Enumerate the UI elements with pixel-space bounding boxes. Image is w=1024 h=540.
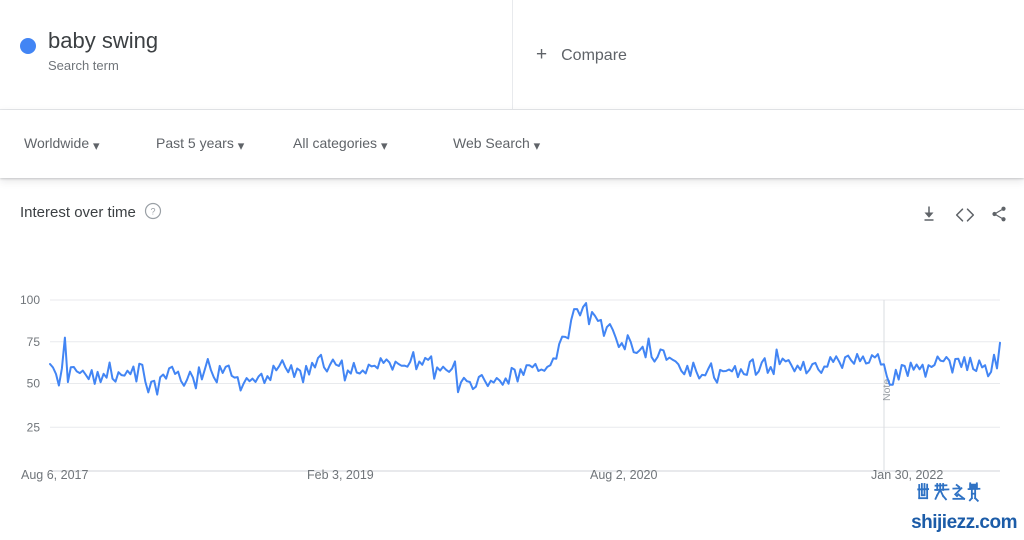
svg-text:75: 75 [27, 335, 41, 349]
svg-text:Note: Note [881, 379, 893, 401]
svg-text:50: 50 [27, 377, 41, 391]
svg-text:100: 100 [20, 293, 40, 307]
svg-text:?: ? [150, 206, 155, 216]
svg-text:25: 25 [27, 420, 41, 434]
